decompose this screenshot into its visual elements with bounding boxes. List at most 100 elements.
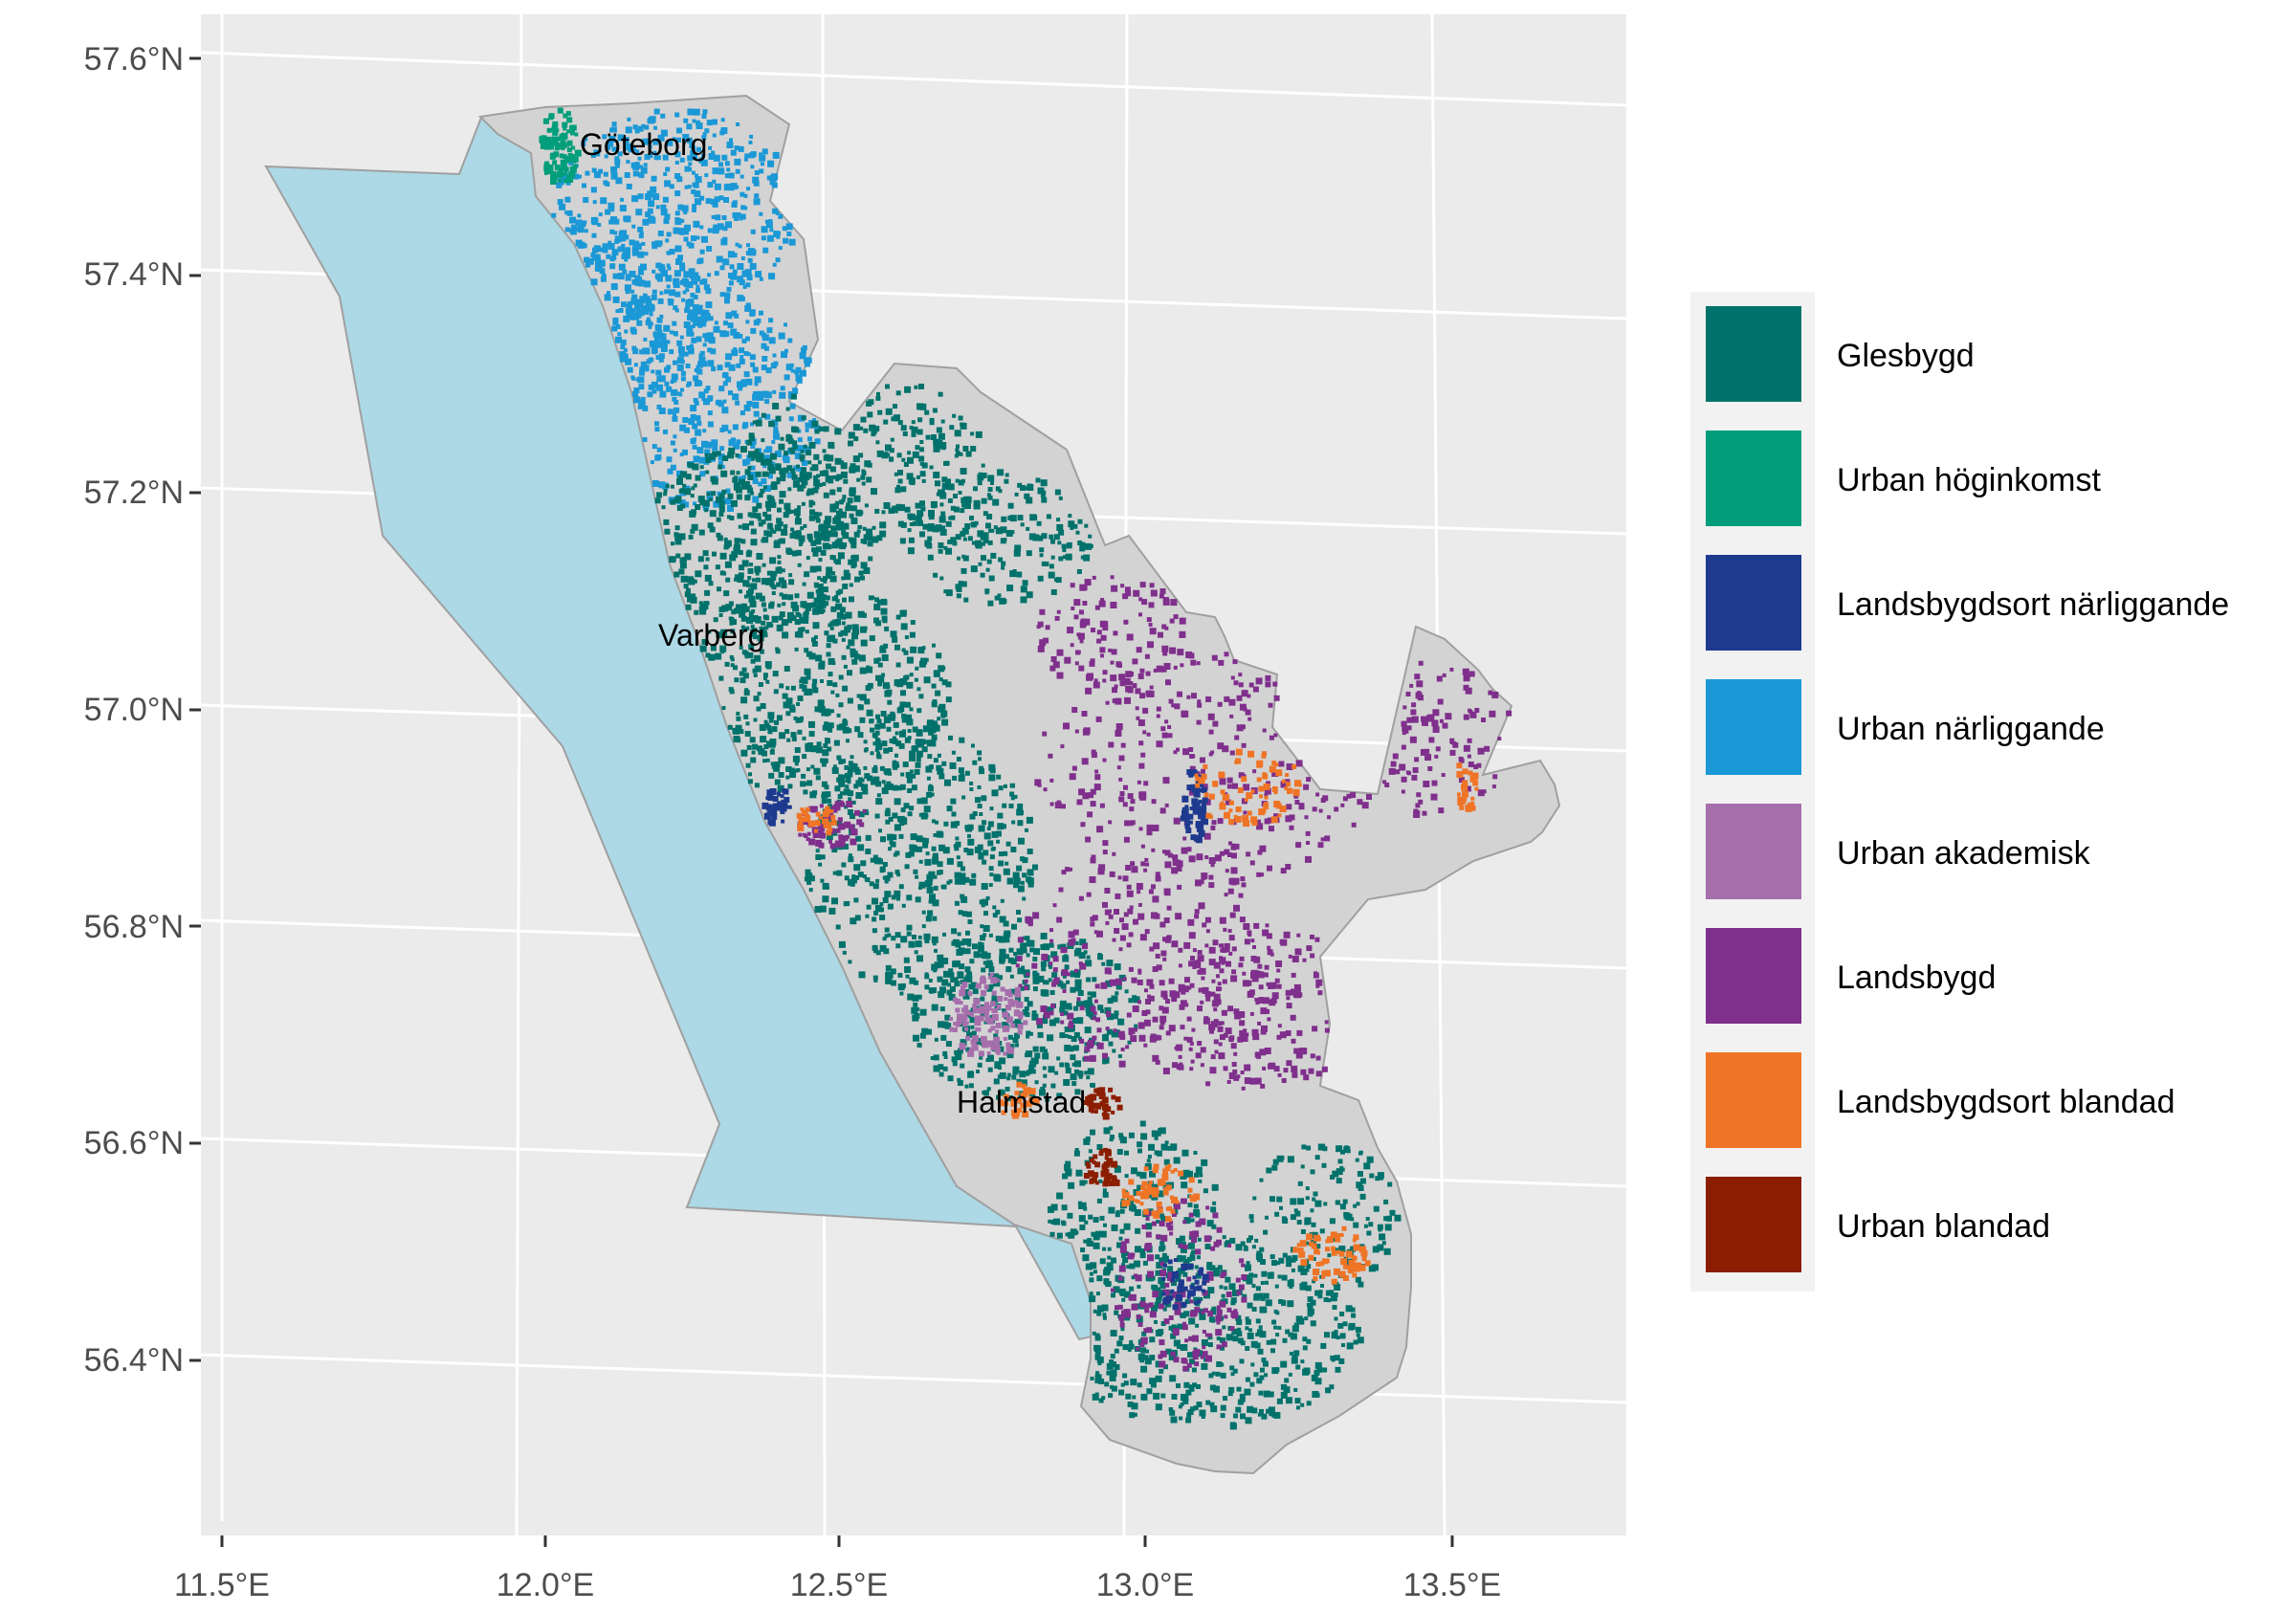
settlement-cell — [854, 653, 860, 660]
settlement-cell — [914, 385, 918, 389]
settlement-cell — [799, 453, 806, 460]
settlement-cell — [885, 384, 890, 389]
settlement-cell — [1156, 1291, 1163, 1298]
settlement-cell — [568, 229, 573, 232]
settlement-cell — [795, 366, 802, 373]
settlement-cell — [1161, 1252, 1167, 1258]
settlement-cell — [725, 312, 733, 320]
settlement-cell — [786, 232, 792, 236]
settlement-cell — [933, 874, 938, 879]
settlement-cell — [904, 386, 912, 393]
settlement-cell — [826, 566, 833, 574]
settlement-cell — [1251, 1307, 1257, 1312]
settlement-cell — [674, 210, 680, 216]
settlement-cell — [1068, 514, 1072, 519]
settlement-cell — [960, 567, 967, 574]
settlement-cell — [1082, 728, 1090, 736]
settlement-cell — [1263, 1292, 1269, 1299]
settlement-cell — [816, 596, 823, 603]
settlement-cell — [999, 916, 1006, 923]
settlement-cell — [756, 318, 762, 323]
settlement-cell — [798, 613, 803, 618]
settlement-cell — [948, 735, 953, 740]
settlement-cell — [965, 930, 970, 936]
settlement-cell — [859, 626, 867, 633]
settlement-cell — [1134, 1260, 1140, 1268]
settlement-cell — [585, 263, 589, 267]
settlement-cell — [788, 579, 795, 585]
settlement-cell — [963, 848, 969, 852]
settlement-cell — [685, 299, 693, 307]
settlement-cell — [950, 515, 956, 520]
settlement-cell — [854, 915, 861, 921]
settlement-cell — [799, 718, 804, 723]
settlement-cell — [690, 494, 695, 498]
settlement-cell — [723, 537, 728, 541]
settlement-cell — [607, 240, 612, 245]
settlement-cell — [710, 645, 717, 651]
settlement-cell — [779, 391, 786, 399]
settlement-cell — [774, 779, 781, 785]
settlement-cell — [743, 690, 750, 696]
settlement-cell — [1107, 1247, 1112, 1251]
settlement-cell — [721, 154, 728, 161]
settlement-cell — [883, 419, 889, 425]
settlement-cell — [801, 501, 806, 506]
settlement-cell — [1156, 1150, 1162, 1157]
settlement-cell — [860, 562, 868, 569]
settlement-cell — [624, 172, 630, 178]
settlement-cell — [1159, 1127, 1166, 1135]
settlement-cell — [778, 443, 785, 451]
settlement-cell — [743, 371, 750, 378]
settlement-cell — [1255, 1318, 1261, 1324]
settlement-cell — [877, 675, 885, 683]
settlement-cell — [1358, 1185, 1364, 1191]
settlement-cell — [647, 208, 653, 214]
settlement-cell — [764, 661, 772, 669]
settlement-cell — [1056, 1192, 1064, 1200]
settlement-cell — [866, 904, 872, 910]
settlement-cell — [566, 140, 573, 146]
settlement-cell — [1143, 1355, 1149, 1360]
settlement-cell — [1088, 534, 1093, 539]
settlement-cell — [782, 693, 788, 699]
settlement-cell — [703, 505, 709, 511]
settlement-cell — [956, 855, 960, 860]
settlement-cell — [629, 326, 636, 333]
settlement-cell — [836, 538, 843, 544]
settlement-cell — [562, 154, 567, 160]
settlement-cell — [899, 730, 906, 738]
settlement-cell — [693, 501, 697, 506]
settlement-cell — [1067, 1012, 1074, 1020]
settlement-cell — [893, 764, 898, 770]
settlement-cell — [790, 368, 795, 373]
settlement-cell — [891, 936, 896, 941]
settlement-cell — [1071, 1062, 1076, 1067]
settlement-cell — [935, 820, 939, 825]
settlement-cell — [904, 966, 912, 973]
settlement-cell — [692, 119, 696, 123]
settlement-cell — [928, 729, 935, 736]
settlement-cell — [796, 466, 802, 472]
settlement-cell — [858, 570, 864, 576]
settlement-cell — [779, 468, 786, 475]
settlement-cell — [1312, 1257, 1316, 1261]
settlement-cell — [794, 647, 799, 651]
settlement-cell — [916, 750, 923, 758]
settlement-cell — [1149, 1378, 1157, 1385]
settlement-cell — [912, 520, 917, 526]
settlement-cell — [1283, 1386, 1291, 1394]
settlement-cell — [1144, 1358, 1152, 1365]
settlement-cell — [704, 441, 712, 449]
settlement-cell — [741, 339, 747, 343]
settlement-cell — [1257, 1412, 1262, 1417]
settlement-cell — [1156, 1296, 1162, 1303]
settlement-cell — [811, 501, 816, 506]
settlement-cell — [855, 835, 862, 842]
settlement-cell — [1168, 1325, 1174, 1331]
settlement-cell — [1101, 1396, 1106, 1401]
settlement-cell — [1245, 1267, 1248, 1271]
settlement-cell — [1026, 550, 1032, 557]
settlement-cell — [1137, 719, 1145, 726]
settlement-cell — [872, 741, 877, 746]
